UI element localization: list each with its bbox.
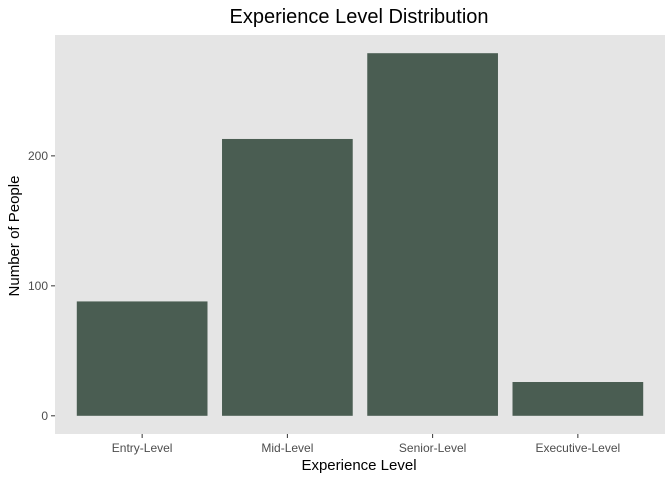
x-axis-title: Experience Level <box>301 457 416 474</box>
y-axis-title: Number of People <box>6 176 23 297</box>
bar-executive-level <box>512 382 644 416</box>
bars-group <box>76 53 644 416</box>
bar-mid-level <box>222 138 353 416</box>
chart-title: Experience Level Distribution <box>229 6 488 28</box>
y-tick-label: 200 <box>28 149 48 163</box>
y-tick-label: 100 <box>28 279 48 293</box>
x-tick-label: Mid-Level <box>261 441 313 455</box>
x-tick-label: Executive-Level <box>535 441 620 455</box>
x-tick-label: Senior-Level <box>399 441 466 455</box>
x-axis: Entry-Level Mid-Level Senior-Level Executiv… <box>112 434 620 455</box>
y-tick-label: 0 <box>41 409 48 423</box>
bar-senior-level <box>367 53 498 416</box>
x-tick-label: Entry-Level <box>112 441 173 455</box>
y-axis: 0 100 200 <box>28 149 55 423</box>
bar-entry-level <box>76 301 208 416</box>
